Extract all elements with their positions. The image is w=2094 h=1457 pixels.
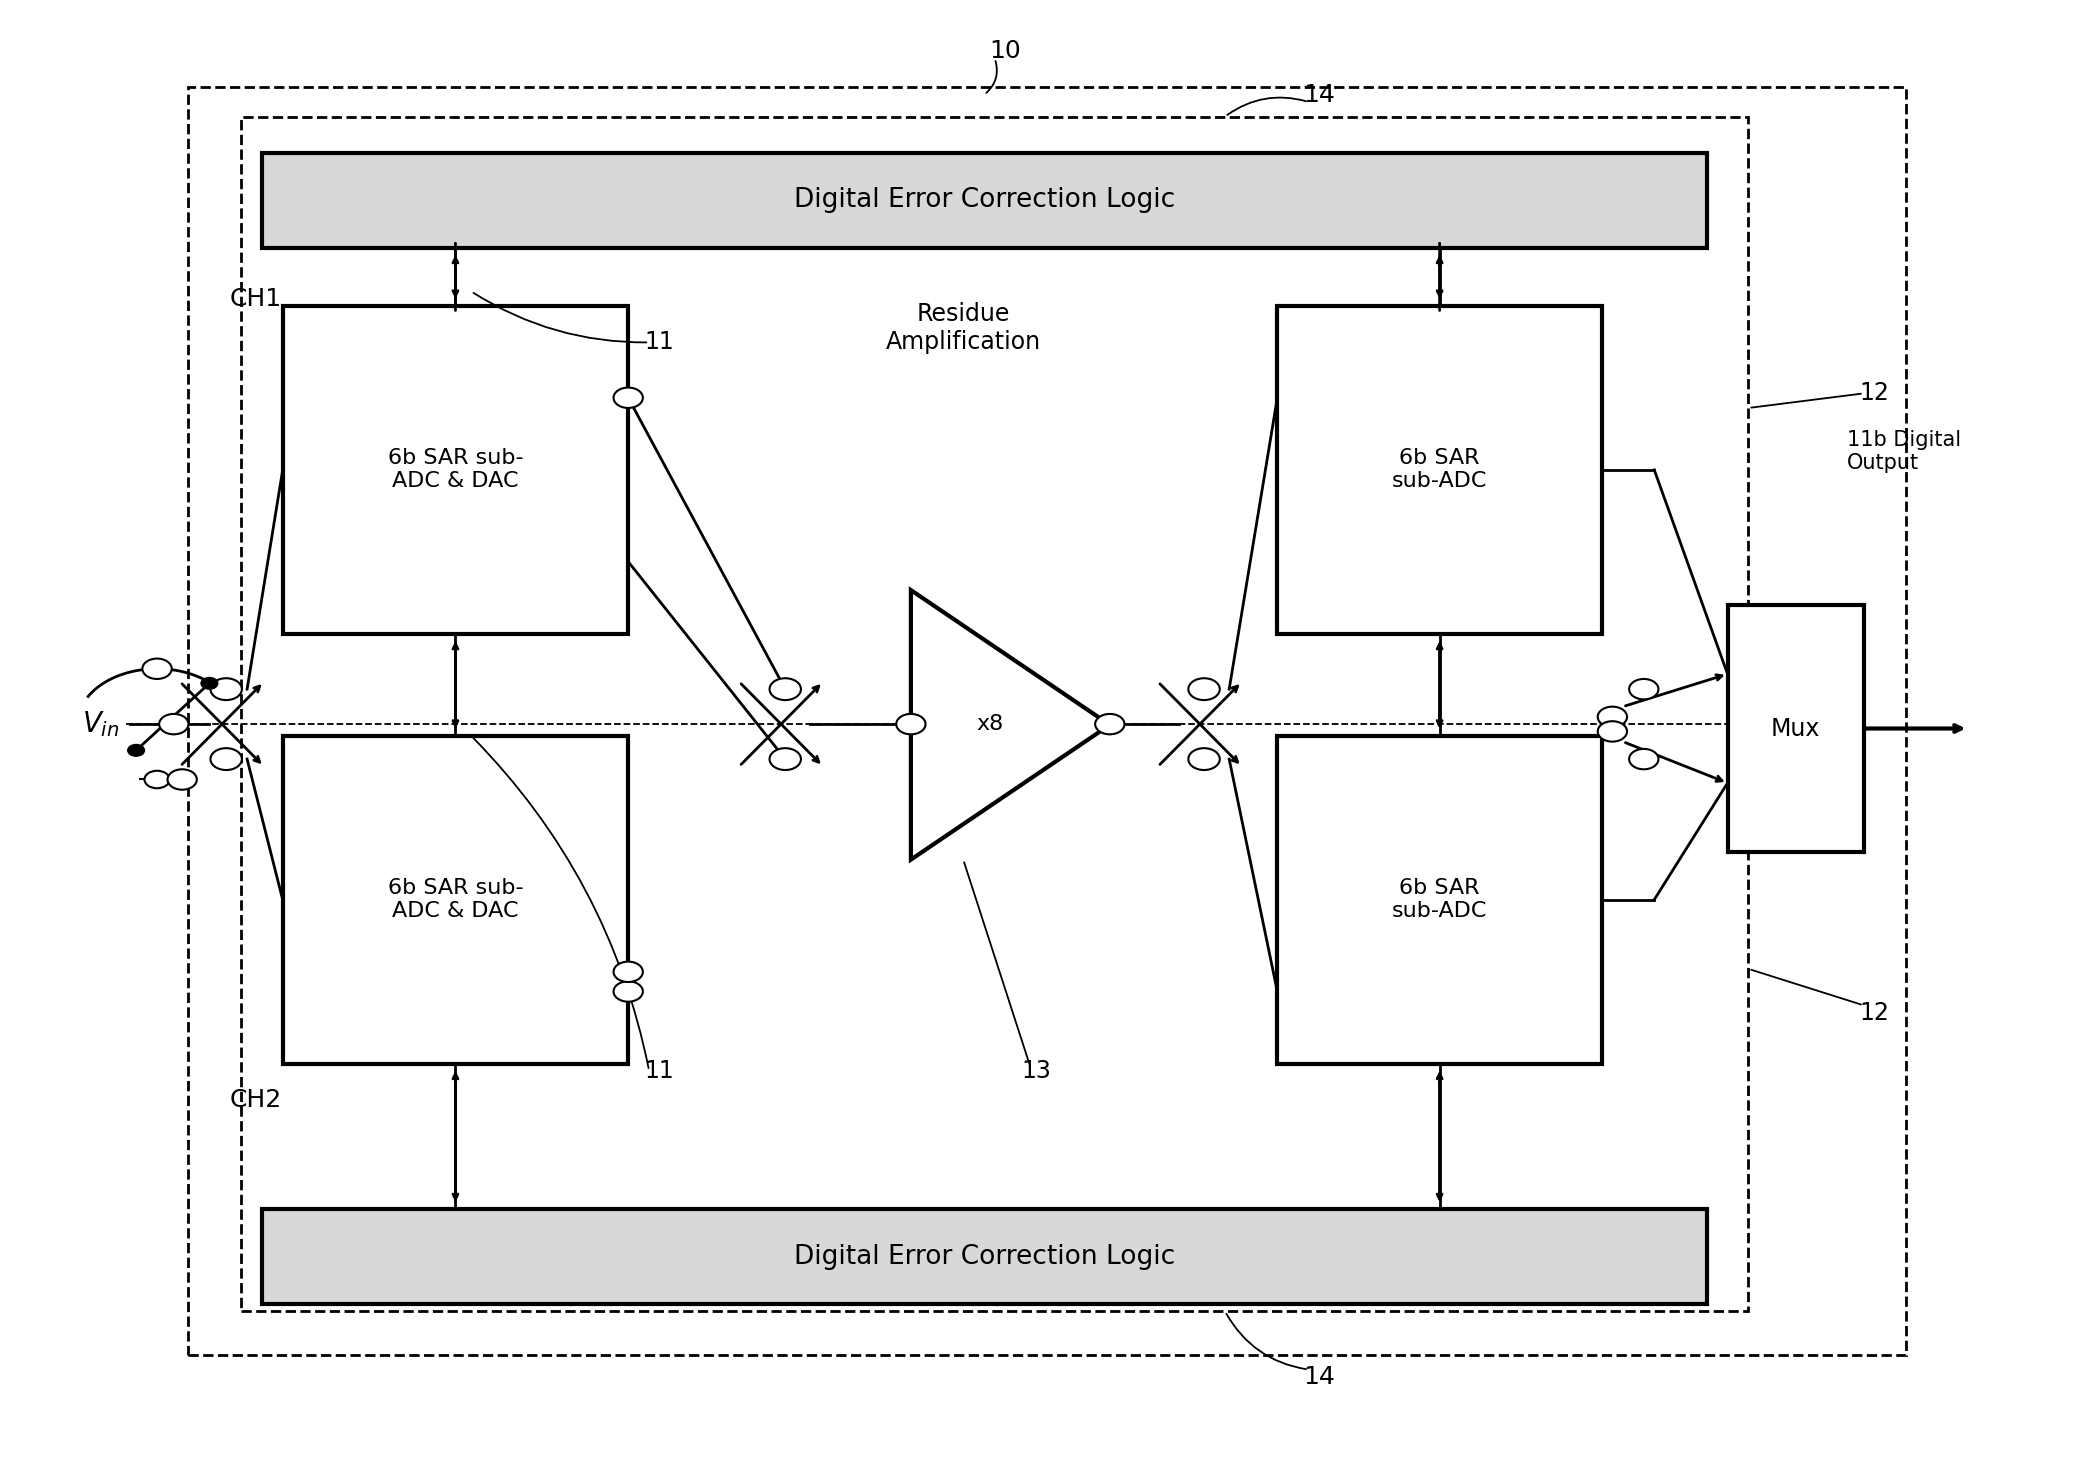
Text: 6b SAR
sub-ADC: 6b SAR sub-ADC [1393, 449, 1487, 491]
Bar [1277, 736, 1602, 1064]
Text: 6b SAR
sub-ADC: 6b SAR sub-ADC [1393, 879, 1487, 921]
Text: CH2: CH2 [230, 1088, 281, 1112]
Circle shape [1598, 707, 1627, 727]
Circle shape [201, 678, 218, 689]
Circle shape [144, 771, 170, 788]
Text: 12: 12 [1859, 1001, 1889, 1024]
Text: 11: 11 [645, 331, 674, 354]
Text: $V_{in}$: $V_{in}$ [82, 710, 119, 739]
Bar [283, 736, 628, 1064]
Bar [1277, 306, 1602, 634]
Circle shape [209, 749, 241, 769]
Text: x8: x8 [976, 714, 1005, 734]
Circle shape [142, 659, 172, 679]
Text: 14: 14 [1302, 1365, 1336, 1389]
Text: 13: 13 [1022, 1059, 1051, 1083]
Text: 6b SAR sub-
ADC & DAC: 6b SAR sub- ADC & DAC [387, 449, 524, 491]
Text: 11b Digital
Output: 11b Digital Output [1847, 430, 1962, 474]
Text: 6b SAR sub-
ADC & DAC: 6b SAR sub- ADC & DAC [387, 879, 524, 921]
Text: Residue
Amplification: Residue Amplification [886, 302, 1041, 354]
Circle shape [614, 982, 643, 1002]
Text: 12: 12 [1859, 382, 1889, 405]
Text: 10: 10 [988, 39, 1022, 63]
Circle shape [1095, 714, 1124, 734]
Circle shape [159, 714, 188, 734]
Circle shape [1629, 679, 1658, 699]
Circle shape [1598, 721, 1627, 742]
Text: Digital Error Correction Logic: Digital Error Correction Logic [794, 1244, 1175, 1269]
Text: 11: 11 [645, 1059, 674, 1083]
Circle shape [771, 749, 800, 769]
Bar [1728, 605, 1864, 852]
Circle shape [168, 769, 197, 790]
Circle shape [128, 745, 144, 756]
Bar [262, 153, 1707, 248]
Text: Digital Error Correction Logic: Digital Error Correction Logic [794, 188, 1175, 213]
Circle shape [614, 962, 643, 982]
Bar [188, 87, 1906, 1355]
Circle shape [771, 679, 800, 701]
Polygon shape [911, 590, 1110, 860]
Circle shape [1189, 679, 1219, 701]
Text: CH1: CH1 [230, 287, 281, 310]
Circle shape [1189, 749, 1219, 769]
Circle shape [896, 714, 926, 734]
Bar [262, 1209, 1707, 1304]
Text: 14: 14 [1302, 83, 1336, 106]
Bar [241, 117, 1748, 1311]
Bar [283, 306, 628, 634]
Circle shape [209, 679, 241, 701]
Circle shape [1629, 749, 1658, 769]
Circle shape [614, 388, 643, 408]
Text: Mux: Mux [1772, 717, 1820, 740]
